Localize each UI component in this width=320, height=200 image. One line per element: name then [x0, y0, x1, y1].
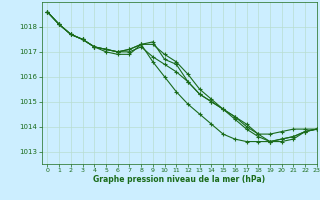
X-axis label: Graphe pression niveau de la mer (hPa): Graphe pression niveau de la mer (hPa) — [93, 175, 265, 184]
